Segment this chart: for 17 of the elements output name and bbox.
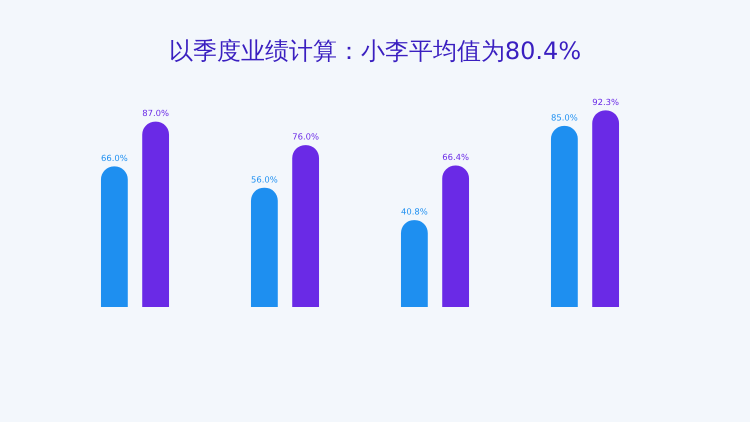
bar [592,110,620,307]
data-label: 56.0% [250,174,278,184]
bar [442,166,470,307]
data-label: 87.0% [142,108,170,118]
bar [100,166,128,307]
bar [292,145,320,307]
bar [550,126,578,307]
data-label: 66.0% [100,152,128,163]
data-label: 66.4% [442,152,470,162]
data-label: 85.0% [550,112,578,122]
data-label: 40.8% [400,206,428,217]
data-label: 76.0% [292,132,320,142]
data-label: 92.3% [592,96,620,107]
chart-title: 以季度业绩计算：小李平均值为80.4% [168,37,582,65]
bar [142,122,170,307]
bar [250,188,278,307]
bar [400,220,428,307]
